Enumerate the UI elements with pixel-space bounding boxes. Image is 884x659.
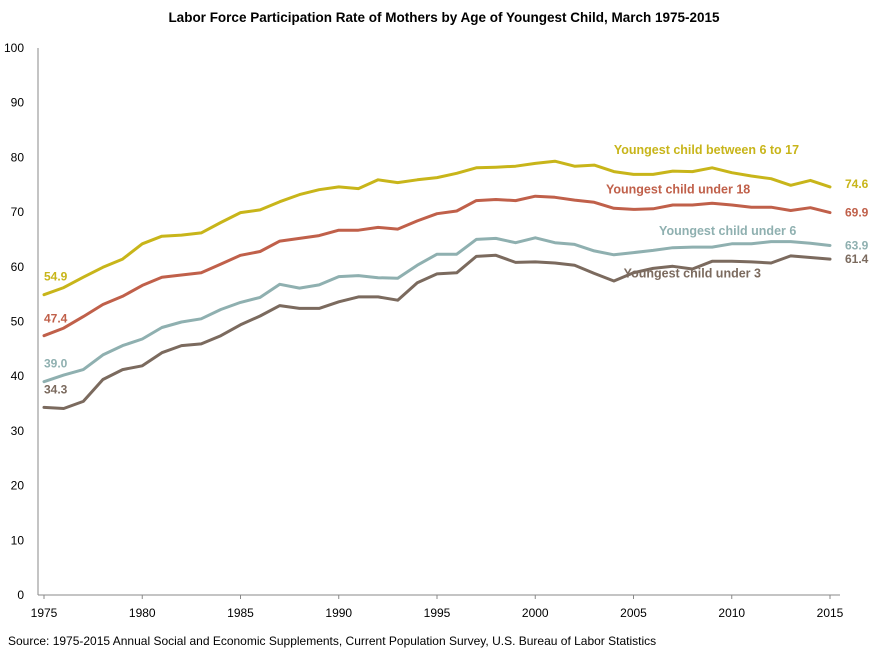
- series-name-under-6: Youngest child under 6: [659, 224, 796, 238]
- y-tick-label: 20: [11, 479, 25, 493]
- x-tick-label: 1985: [227, 606, 254, 620]
- x-tick-label: 1995: [424, 606, 451, 620]
- series-labels: Youngest child between 6 to 17 54.9 74.6 Yo…: [44, 143, 869, 397]
- series-line-under-3: [42, 253, 832, 410]
- x-tick-label: 1980: [129, 606, 156, 620]
- source-note: Source: 1975-2015 Annual Social and Econ…: [8, 634, 656, 648]
- y-tick-label: 70: [11, 205, 25, 219]
- y-tick-label: 30: [11, 424, 25, 438]
- y-tick-label: 90: [11, 96, 25, 110]
- series-start-value-under-3: 34.3: [44, 382, 68, 396]
- y-tick-label: 60: [11, 260, 25, 274]
- series-line-between-6-17: [42, 159, 832, 297]
- y-tick-label: 50: [11, 315, 25, 329]
- y-tick-label: 10: [11, 533, 25, 547]
- series-line-under-18: [42, 194, 832, 338]
- x-axis-ticks: 1975 1980 1985 1990 1995 2000 2005 2010 2015: [31, 595, 844, 620]
- series-end-value-under-18: 69.9: [845, 206, 869, 220]
- y-tick-label: 100: [4, 41, 24, 55]
- series-end-value-between-6-17: 74.6: [845, 177, 869, 191]
- x-tick-label: 2005: [620, 606, 647, 620]
- series-line-under-6: [42, 236, 832, 384]
- y-tick-label: 40: [11, 369, 25, 383]
- series-start-value-under-6: 39.0: [44, 357, 68, 371]
- y-tick-label: 80: [11, 150, 25, 164]
- series-name-under-18: Youngest child under 18: [606, 182, 750, 196]
- series-name-between-6-17: Youngest child between 6 to 17: [614, 143, 799, 157]
- x-tick-label: 2015: [817, 606, 844, 620]
- x-tick-label: 2000: [522, 606, 549, 620]
- series-start-value-under-18: 47.4: [44, 312, 68, 326]
- x-tick-label: 2010: [718, 606, 745, 620]
- series-end-value-under-6: 63.9: [845, 238, 869, 252]
- x-tick-label: 1975: [31, 606, 58, 620]
- y-tick-label: 0: [17, 588, 24, 602]
- x-tick-label: 1990: [325, 606, 352, 620]
- y-axis-ticks: 0 10 20 30 40 50 60 70 80 90 100: [4, 41, 24, 602]
- series-lines: [42, 159, 832, 410]
- series-name-under-3: Youngest child under 3: [624, 266, 761, 280]
- series-start-value-between-6-17: 54.9: [44, 270, 68, 284]
- chart-title: Labor Force Participation Rate of Mother…: [168, 10, 720, 25]
- series-end-value-under-3: 61.4: [845, 252, 869, 266]
